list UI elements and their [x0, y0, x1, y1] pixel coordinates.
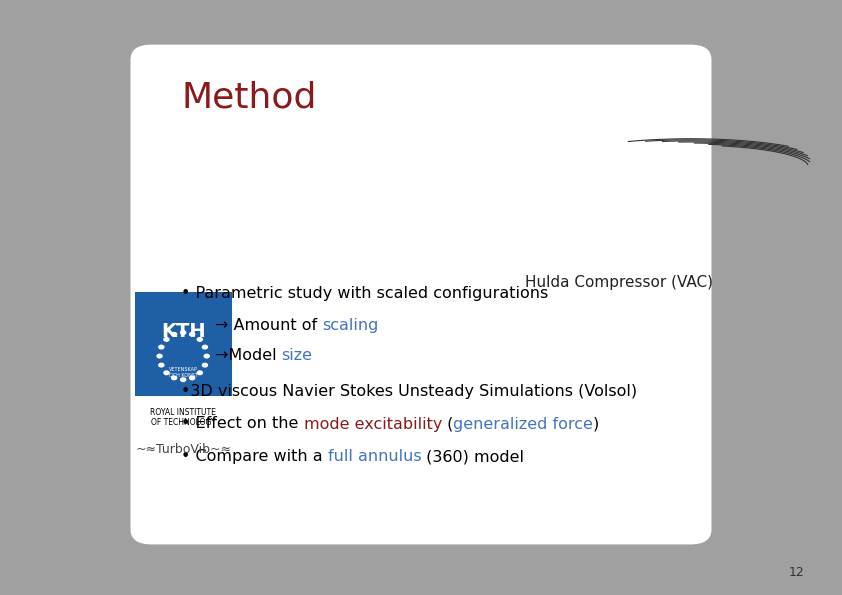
Text: → Amount of: → Amount of	[215, 318, 322, 333]
FancyBboxPatch shape	[131, 45, 711, 544]
Text: ROYAL INSTITUTE
OF TECHNOLOGY: ROYAL INSTITUTE OF TECHNOLOGY	[150, 408, 216, 427]
Circle shape	[157, 354, 162, 358]
Text: size: size	[281, 348, 312, 363]
Circle shape	[180, 331, 185, 334]
Bar	[0, 0, 842, 43]
Bar	[0, 552, 842, 595]
Text: scaling: scaling	[322, 318, 378, 333]
Circle shape	[202, 345, 207, 349]
Text: →Model: →Model	[215, 348, 281, 363]
Circle shape	[204, 354, 209, 358]
Text: Hulda Compressor (VAC): Hulda Compressor (VAC)	[525, 275, 713, 290]
Text: • Compare with a: • Compare with a	[181, 449, 328, 464]
Text: VETENSKAP
OCH KONST: VETENSKAP OCH KONST	[168, 367, 198, 378]
Bar	[135, 292, 232, 396]
Text: full annulus: full annulus	[328, 449, 421, 464]
Circle shape	[159, 345, 164, 349]
Circle shape	[197, 337, 202, 341]
Text: • Effect on the: • Effect on the	[181, 416, 303, 431]
Circle shape	[164, 371, 169, 375]
Circle shape	[189, 333, 195, 336]
Circle shape	[172, 333, 177, 336]
Circle shape	[202, 364, 207, 367]
Circle shape	[172, 376, 177, 380]
Text: Method: Method	[181, 80, 317, 114]
Text: (: (	[442, 416, 453, 431]
Text: •3D viscous Navier Stokes Unsteady Simulations (Volsol): •3D viscous Navier Stokes Unsteady Simul…	[181, 384, 637, 399]
Text: • Parametric study with scaled configurations: • Parametric study with scaled configura…	[181, 286, 548, 300]
Circle shape	[159, 364, 164, 367]
Text: 12: 12	[788, 566, 804, 580]
Text: ~≈TurboVib~≈: ~≈TurboVib~≈	[135, 443, 232, 456]
Text: mode excitability: mode excitability	[303, 416, 442, 431]
Text: (360) model: (360) model	[421, 449, 525, 464]
Text: ): )	[593, 416, 600, 431]
Text: KTH: KTH	[161, 322, 205, 340]
Circle shape	[180, 378, 185, 381]
Text: generalized force: generalized force	[453, 416, 593, 431]
Circle shape	[164, 337, 169, 341]
Circle shape	[189, 376, 195, 380]
Circle shape	[197, 371, 202, 375]
